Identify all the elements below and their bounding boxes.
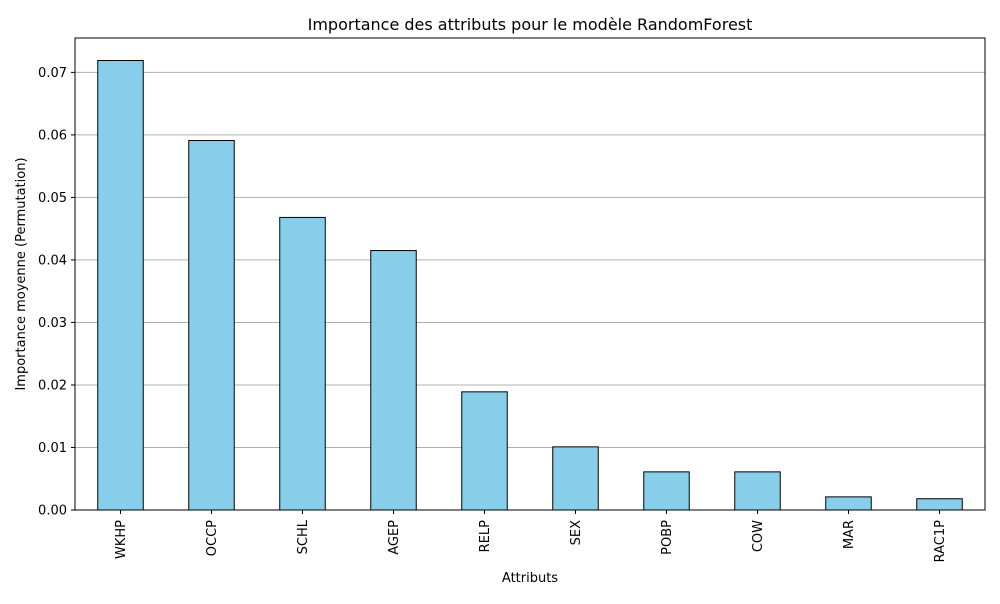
bar-pobp [643,471,690,511]
x-axis: WKHP OCCP SCHL AGEP RELP SEX POBP COW MAR RAC1P [114,510,948,562]
y-tick-label: 0.05 [38,191,67,206]
x-tick-label: MAR [842,520,857,549]
x-tick-label: COW [751,520,766,552]
x-tick-label: SCHL [296,519,311,554]
bar-rac1p [916,498,963,511]
y-tick-label: 0.06 [38,128,67,143]
bars [97,60,963,511]
bar-mar [825,496,872,511]
x-tick-label: OCCP [205,520,220,556]
x-tick-label: SEX [569,520,584,545]
bar-relp [461,391,508,511]
y-axis-label: Importance moyenne (Permutation) [14,157,29,390]
y-axis: 0.00 0.01 0.02 0.03 0.04 0.05 0.06 0.07 [38,66,75,519]
x-tick-label: WKHP [114,520,129,559]
x-axis-label: Attributs [502,571,558,586]
y-tick-label: 0.01 [38,441,67,456]
bar-sex [552,446,599,511]
bar-cow [734,471,781,511]
bar-agep [370,250,417,511]
x-tick-label: POBP [660,520,675,555]
y-tick-label: 0.00 [38,504,67,519]
y-tick-label: 0.03 [38,316,67,331]
chart-title: Importance des attributs pour le modèle … [308,15,753,34]
bar-wkhp [97,60,144,511]
y-tick-label: 0.02 [38,378,67,393]
plot-frame [74,37,986,511]
x-tick-label: RAC1P [933,520,948,563]
x-tick-label: AGEP [387,520,402,555]
y-tick-label: 0.07 [38,66,67,81]
bar-occp [188,140,235,511]
y-tick-label: 0.04 [38,253,67,268]
bar-schl [279,216,326,511]
x-tick-label: RELP [478,520,493,552]
